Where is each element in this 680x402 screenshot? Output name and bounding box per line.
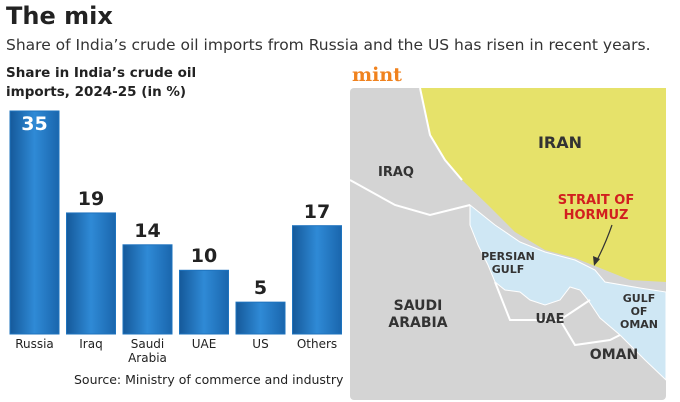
value-label: 5 [253,277,268,300]
value-label: 14 [134,219,161,242]
map-label: UAE [535,312,565,327]
border [419,87,463,181]
arrow-head [593,256,600,266]
value-label: 17 [303,200,331,223]
map-label: SAUDI ARABIA [388,298,448,331]
x-tick-label: UAE [191,337,217,351]
x-tick-label: Iraq [79,337,103,351]
map-label: PERSIAN GULF [481,250,535,276]
bar [122,244,173,335]
bar [179,269,229,335]
axis-label: Share in India’s crude oil imports, 2024… [6,65,197,100]
title: The mix [6,2,113,30]
map-label: STRAIT OF HORMUZ [557,193,635,223]
value-label: 10 [190,245,218,268]
map-label: IRAQ [378,165,414,180]
x-tick-label: US [252,337,269,351]
border [494,281,591,321]
map-label: GULF OF OMAN [619,292,659,331]
bar [66,212,116,335]
x-tick-label: Russia [15,337,54,351]
map [349,87,667,400]
source: Source: Ministry of commerce and industr… [74,372,344,387]
map-label: IRAN [537,133,583,152]
border [559,319,621,347]
x-tick-label: Saudi Arabia [128,337,167,365]
subtitle: Share of India’s crude oil imports from … [6,36,651,54]
bar [235,301,286,335]
iran [420,88,666,282]
bar [292,225,342,335]
value-label: 35 [21,113,48,135]
x-tick-label: Others [296,337,338,351]
sea [469,203,667,382]
bar [9,110,60,335]
border [349,179,471,217]
value-label: 19 [77,187,105,210]
logo: mint [352,64,402,86]
map-label: OMAN [589,347,639,363]
